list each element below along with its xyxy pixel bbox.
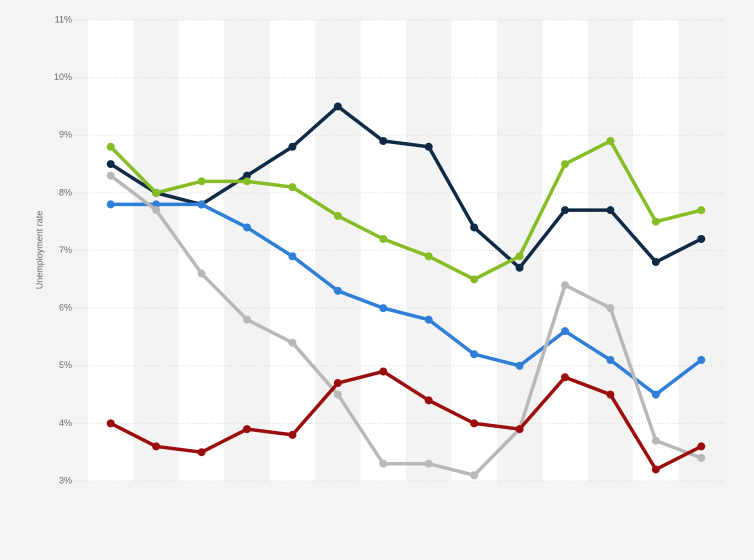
data-point <box>243 425 251 434</box>
data-point <box>470 419 479 428</box>
data-point <box>424 252 433 261</box>
data-point <box>515 425 524 434</box>
y-tick-label: 10% <box>54 72 72 82</box>
data-point <box>333 379 342 388</box>
data-point <box>333 211 342 220</box>
data-point <box>333 286 342 295</box>
data-point <box>106 419 115 428</box>
y-tick-label: 8% <box>59 187 72 197</box>
data-point <box>651 436 660 445</box>
data-point <box>424 459 433 468</box>
data-point <box>651 390 660 399</box>
data-point <box>333 102 342 111</box>
data-point <box>561 206 569 215</box>
data-point <box>243 171 251 180</box>
data-point <box>470 223 479 232</box>
data-point <box>515 263 524 272</box>
data-point <box>424 142 433 151</box>
column-band <box>315 20 361 481</box>
series-line <box>109 369 703 472</box>
data-point <box>470 471 479 480</box>
series-line <box>110 202 703 397</box>
data-point <box>651 258 660 267</box>
data-point <box>379 304 388 313</box>
data-point <box>152 206 161 215</box>
data-point <box>288 338 297 347</box>
data-point <box>561 327 569 336</box>
data-point <box>106 171 115 180</box>
y-tick-label: 6% <box>59 303 72 313</box>
y-tick-label: 7% <box>59 245 72 255</box>
data-point <box>197 269 206 278</box>
data-point <box>379 367 388 376</box>
data-point <box>379 234 388 243</box>
data-point <box>197 448 206 457</box>
data-point <box>651 217 660 226</box>
data-point <box>561 281 569 290</box>
y-tick-label: 9% <box>59 130 72 140</box>
data-point <box>152 200 161 209</box>
series-line <box>109 174 702 477</box>
data-point <box>424 315 433 324</box>
data-point <box>379 137 388 146</box>
y-axis-label: Unemployment rate <box>34 211 44 290</box>
data-point <box>197 200 206 209</box>
data-point <box>697 206 706 215</box>
data-point <box>606 355 615 364</box>
data-point <box>106 200 115 209</box>
data-point <box>515 361 524 370</box>
data-point <box>606 390 615 399</box>
data-point <box>152 442 161 451</box>
data-point <box>561 160 569 169</box>
data-point <box>197 177 206 186</box>
data-point <box>333 390 342 399</box>
data-point <box>288 142 297 151</box>
y-tick-label: 4% <box>59 418 72 428</box>
data-point <box>152 188 161 197</box>
y-tick-label: 11% <box>55 14 72 24</box>
data-point <box>470 350 479 359</box>
y-tick-label: 3% <box>59 475 72 485</box>
data-point <box>697 355 706 364</box>
series-line <box>109 139 702 282</box>
series-line <box>109 104 703 270</box>
data-point <box>288 183 297 192</box>
data-point <box>697 234 706 243</box>
data-point <box>288 252 297 261</box>
data-point <box>106 142 115 151</box>
data-point <box>651 465 660 474</box>
data-point <box>106 160 115 169</box>
data-point <box>379 459 388 468</box>
data-point <box>697 442 706 451</box>
column-band <box>587 20 634 481</box>
data-point <box>288 430 297 439</box>
data-point <box>243 177 251 186</box>
data-point <box>697 453 706 462</box>
data-point <box>561 373 569 382</box>
data-point <box>470 275 479 284</box>
data-point <box>606 137 615 146</box>
data-point <box>606 206 615 215</box>
data-point <box>243 223 251 232</box>
data-point <box>606 304 615 313</box>
data-point <box>515 252 524 261</box>
column-band <box>678 20 724 481</box>
data-point <box>424 396 433 405</box>
data-point <box>243 315 251 324</box>
y-tick-label: 5% <box>59 360 72 370</box>
